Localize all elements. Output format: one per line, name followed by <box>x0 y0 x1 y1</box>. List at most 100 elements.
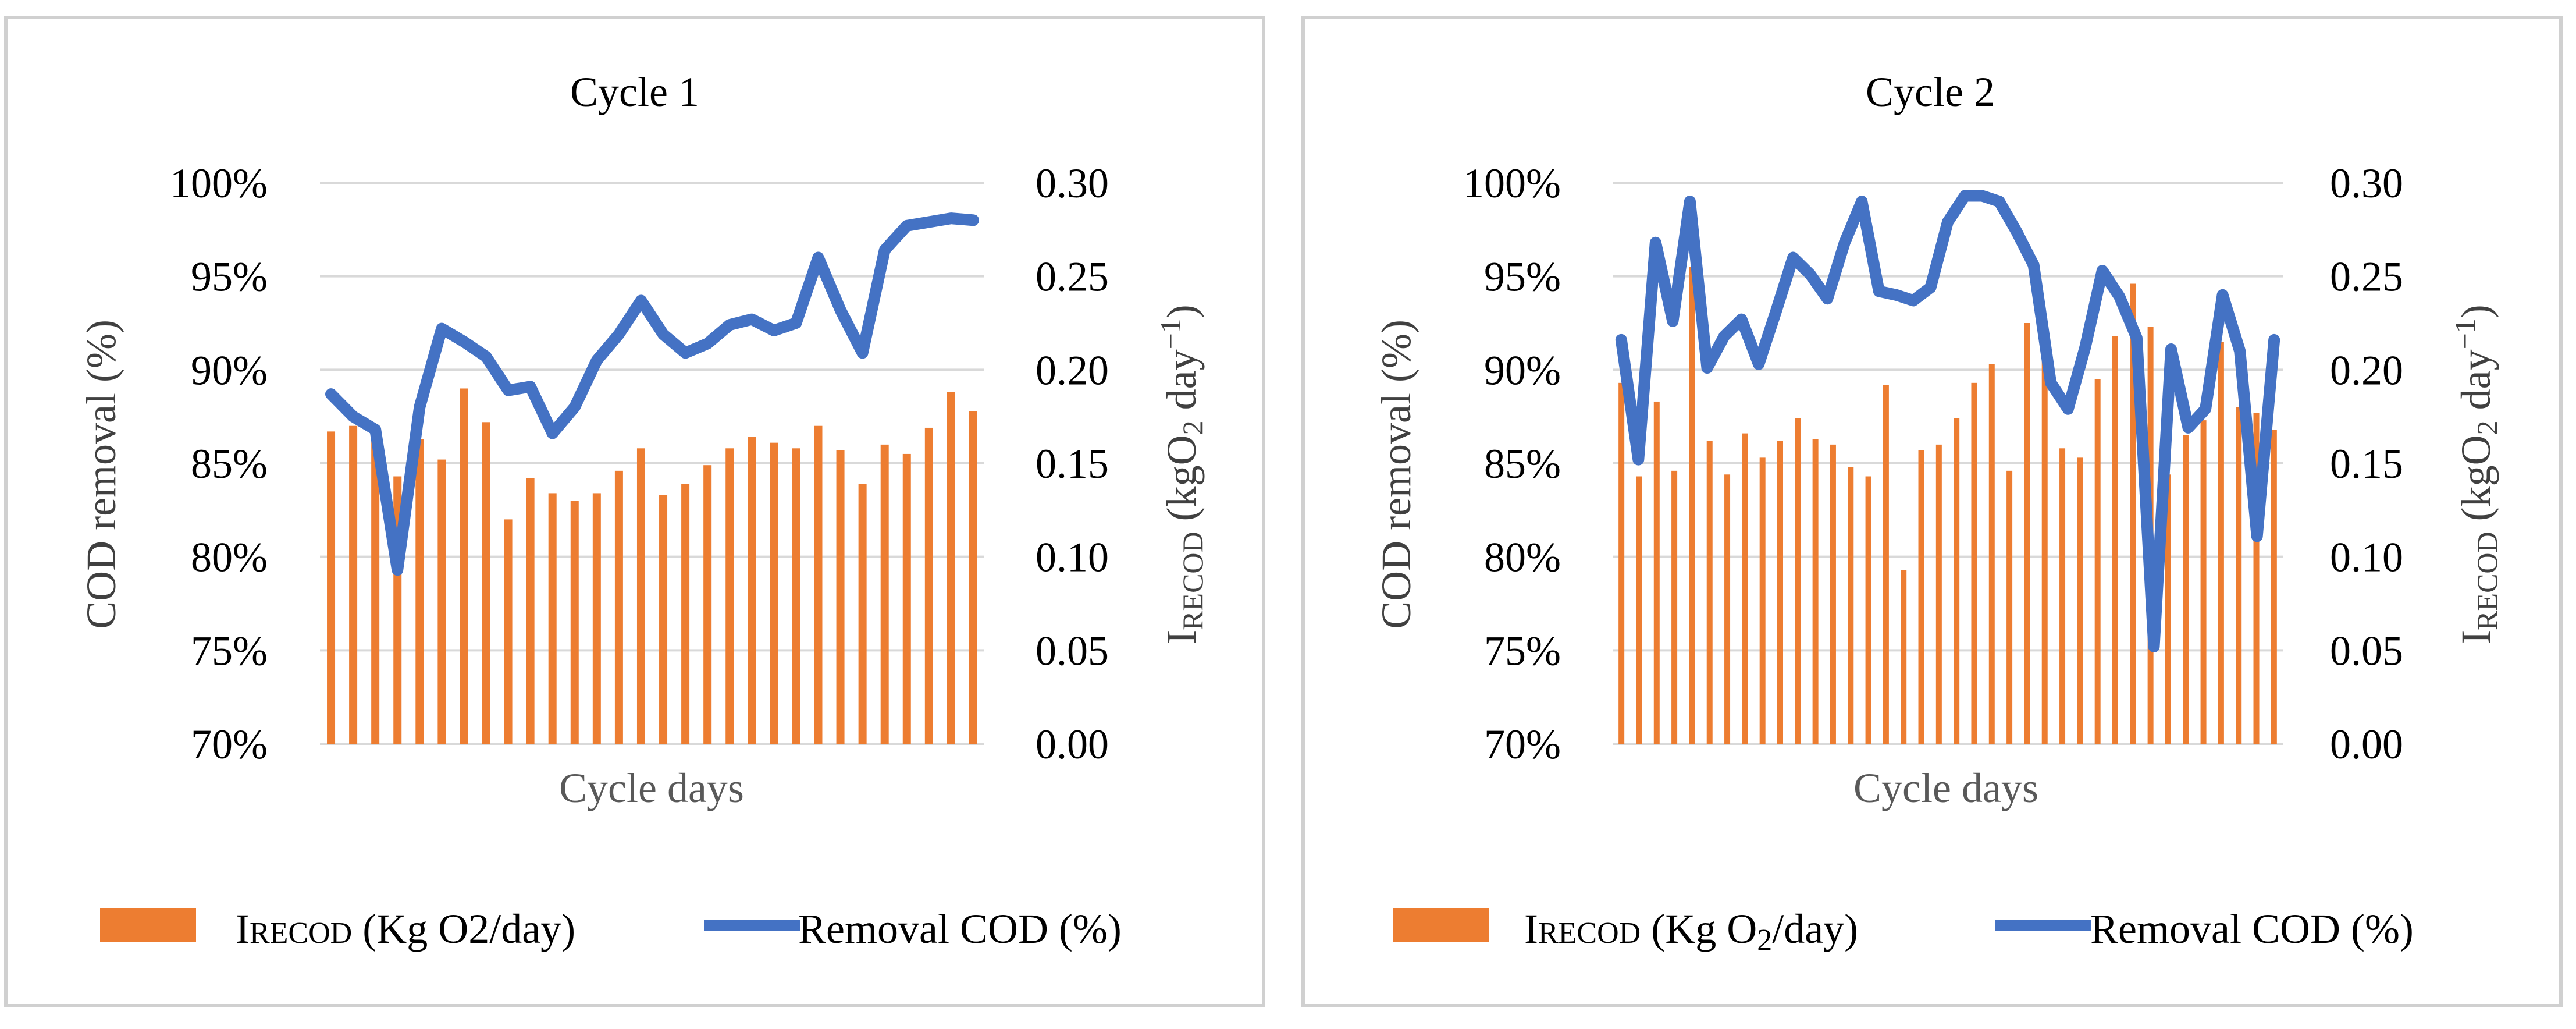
bar <box>1795 418 1801 744</box>
right-tick-label: 0.10 <box>1036 534 1109 581</box>
left-tick-label: 70% <box>1484 721 1561 768</box>
left-tick-label: 70% <box>191 721 268 768</box>
bar <box>2165 474 2171 744</box>
bar <box>614 470 623 744</box>
bar-series <box>1618 267 2277 744</box>
bar <box>2271 430 2277 744</box>
bar <box>2130 283 2136 744</box>
bar <box>1706 441 1713 744</box>
bar <box>592 493 601 744</box>
right-axis-label: IRECOD (kgO2 day−1) <box>2449 304 2503 644</box>
bar <box>636 448 645 744</box>
bar <box>770 442 778 744</box>
bar <box>2041 351 2048 744</box>
bar <box>947 392 955 744</box>
bar <box>460 388 468 744</box>
right-axis-label: IRECOD (kgO2 day−1) <box>1154 304 1209 644</box>
bar <box>1636 476 1642 744</box>
bar <box>1848 467 1854 744</box>
bar <box>1812 439 1819 744</box>
bar <box>2200 420 2207 744</box>
bar <box>902 453 911 744</box>
bar <box>1883 385 1889 744</box>
bar <box>1954 418 1960 744</box>
bar <box>1935 444 1942 744</box>
bar <box>1689 267 1695 744</box>
removal-line <box>1615 190 2280 652</box>
right-tick-label: 0.30 <box>1036 160 1109 207</box>
bar <box>570 501 579 744</box>
removal-line <box>325 212 979 576</box>
bar <box>2218 342 2224 744</box>
left-tick-label: 80% <box>191 534 268 581</box>
left-tick-label: 90% <box>191 347 268 393</box>
bar <box>1724 474 1731 744</box>
bar <box>2236 407 2242 744</box>
x-axis-label: Cycle days <box>559 765 744 811</box>
bar <box>880 444 889 744</box>
bar <box>1988 364 1995 744</box>
bar <box>1830 444 1836 744</box>
legend-label-line: Removal COD (%) <box>2090 906 2414 952</box>
right-tick-label: 0.15 <box>2330 441 2403 487</box>
bar <box>836 450 845 744</box>
legend-label-bar: IRECOD (Kg O2/day) <box>236 906 575 952</box>
bar <box>2006 470 2013 744</box>
left-axis-label: COD removal (%) <box>1373 320 1419 629</box>
left-tick-label: 85% <box>1484 441 1561 487</box>
bar <box>1742 433 1748 744</box>
right-tick-label: 0.25 <box>2330 254 2403 300</box>
bar <box>504 519 513 744</box>
bar <box>327 431 336 744</box>
bar <box>1759 457 1766 744</box>
left-tick-label: 75% <box>1484 627 1561 674</box>
bar-series <box>327 388 977 744</box>
right-axis-ticks: 0.30 0.25 0.20 0.15 0.10 0.05 0.00 <box>2330 160 2403 768</box>
bar <box>924 427 933 744</box>
right-tick-label: 0.00 <box>1036 721 1109 768</box>
bar <box>703 465 712 744</box>
bar <box>681 484 690 744</box>
left-tick-label: 95% <box>1484 254 1561 300</box>
left-tick-label: 85% <box>191 441 268 487</box>
bar <box>415 439 424 744</box>
bar <box>1777 441 1783 744</box>
x-axis-label: Cycle days <box>1853 765 2038 811</box>
chart-panel-cycle-1: Cycle 1 100%95%90%85%80%75%70% 0.300.250… <box>4 16 1265 1007</box>
bar <box>725 448 734 744</box>
chart-title: Cycle 2 <box>1866 69 1995 115</box>
right-tick-label: 0.00 <box>2330 721 2403 768</box>
legend-swatch-bar <box>100 908 196 942</box>
bar <box>2077 457 2083 744</box>
gridlines <box>1613 182 2283 745</box>
bar <box>1918 450 1924 744</box>
bar <box>371 433 380 744</box>
left-tick-label: 100% <box>1463 160 1561 207</box>
bar <box>659 495 668 744</box>
bar <box>969 411 977 744</box>
bar <box>1618 382 1625 744</box>
bar <box>2059 448 2066 744</box>
left-axis-ticks: 100% 95% 90% 85% 80% 75% 70% <box>170 160 268 768</box>
right-tick-label: 0.30 <box>2330 160 2403 207</box>
right-tick-label: 0.20 <box>1036 347 1109 393</box>
left-tick-label: 100% <box>170 160 268 207</box>
right-tick-label: 0.05 <box>2330 627 2403 674</box>
bar <box>2253 413 2260 744</box>
legend: IRECOD (Kg O2/day) Removal COD (%) <box>100 906 1122 952</box>
bar <box>814 425 823 744</box>
chart-title: Cycle 1 <box>570 69 699 115</box>
bar <box>1653 401 1660 744</box>
bar <box>548 493 557 744</box>
right-tick-label: 0.15 <box>1036 441 1109 487</box>
bar <box>526 478 535 744</box>
bar <box>2094 379 2101 744</box>
left-tick-label: 80% <box>1484 534 1561 581</box>
bar <box>437 459 446 744</box>
bar <box>349 425 358 744</box>
legend-swatch-bar <box>1393 908 1489 942</box>
bar <box>1865 476 1871 744</box>
bar <box>2183 435 2189 744</box>
bar <box>858 484 867 744</box>
